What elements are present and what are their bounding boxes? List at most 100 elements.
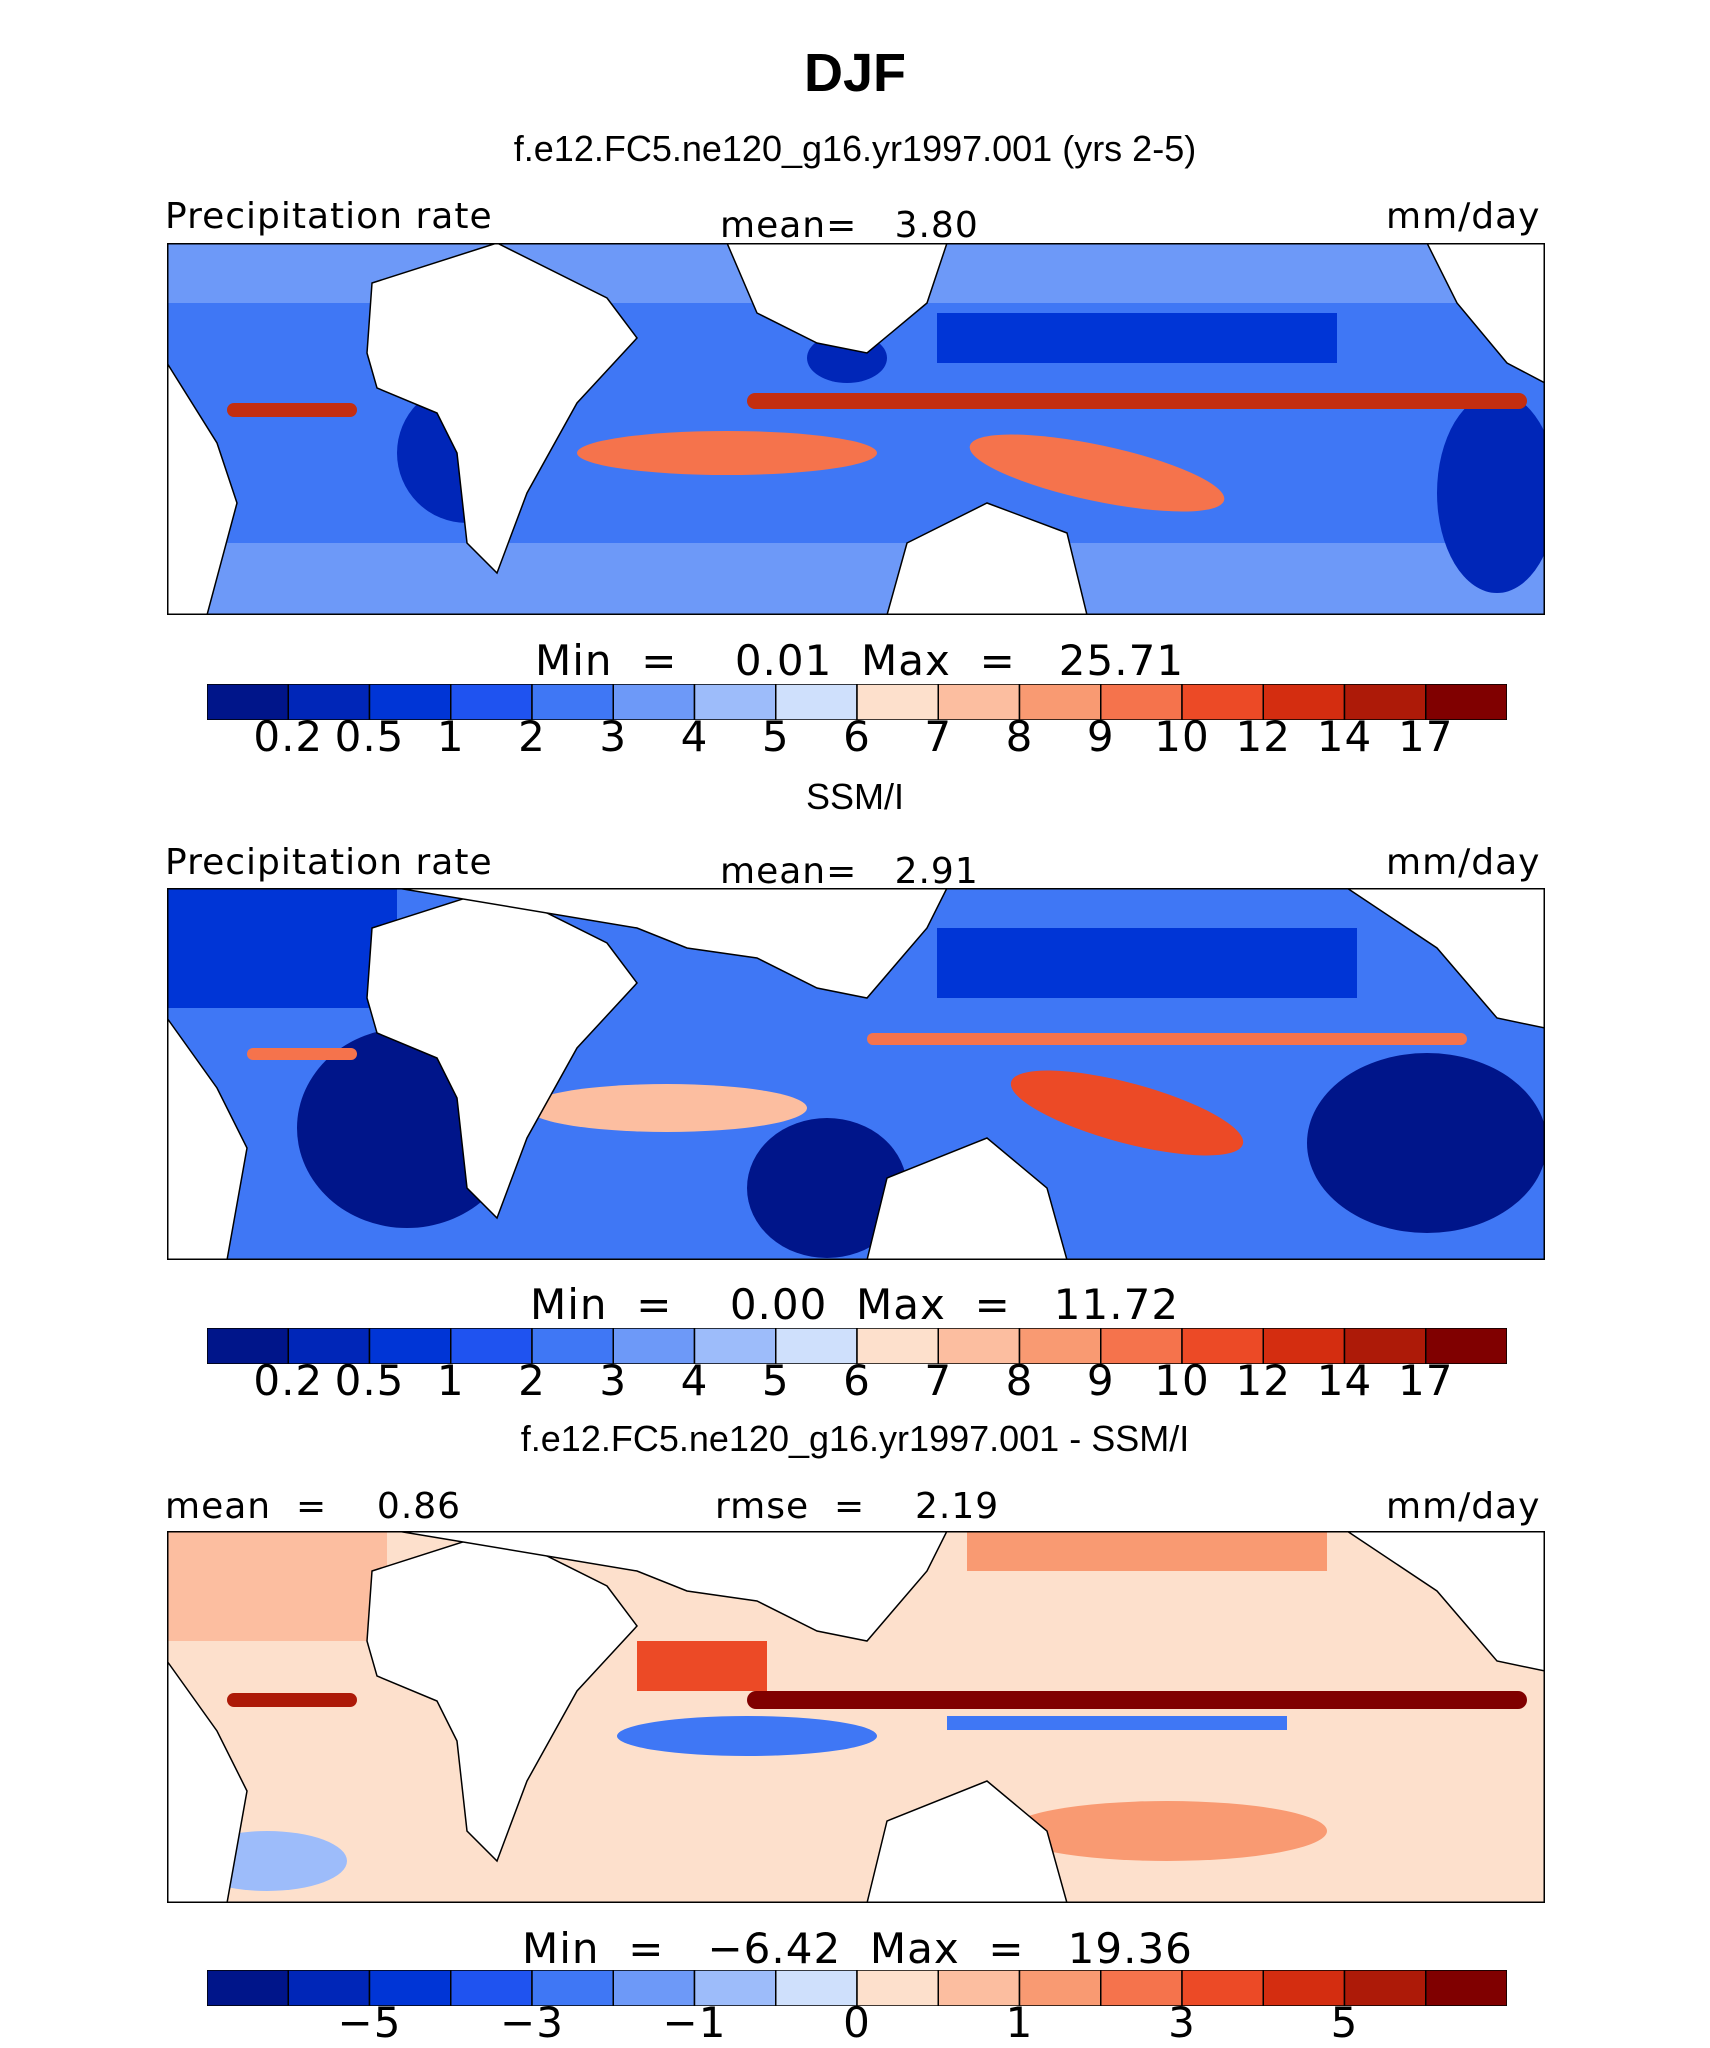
north-pacific-wet-bias [967, 1531, 1327, 1571]
south-america-landmass [167, 1659, 248, 1903]
colorbar-swatch [1181, 1328, 1264, 1364]
colorbar-swatch [1425, 684, 1507, 720]
atlantic-itcz-wet-bias [227, 1693, 357, 1707]
pacific-itcz-wet-bias [747, 1691, 1527, 1709]
panel-2-variable-label: Precipitation rate [165, 842, 493, 883]
colorbar-tick-label: 9 [1086, 1356, 1115, 1405]
map-frame [167, 1531, 1545, 1903]
colorbar-tick-label: 5 [761, 1356, 790, 1405]
panel-3-map [167, 1531, 1545, 1903]
africa-landmass [366, 243, 638, 575]
colorbar-swatch [1262, 1970, 1346, 2006]
north-america-landmass [1345, 1531, 1545, 1672]
indian-ocean-wet-bias [637, 1641, 767, 1691]
atlantic-itcz-band [227, 403, 357, 417]
colorbar-tick-label: 1 [436, 1356, 465, 1405]
pacific-itcz-band [747, 393, 1527, 409]
pacific-itcz-band [867, 1033, 1467, 1045]
panel-1-minmax: Min = 0.01 Max = 25.71 [535, 636, 1185, 685]
colorbar-tick-label: 0.5 [334, 1356, 405, 1405]
colorbar-swatch [1100, 684, 1183, 720]
colorbar-tick-label: 5 [1330, 1998, 1359, 2047]
panel-1-mean-label: mean= 3.80 [720, 205, 979, 246]
north-pacific-dry-zone [937, 313, 1337, 363]
indian-ocean-dry-bias [617, 1716, 877, 1756]
panel-1-units-label: mm/day [1386, 196, 1541, 237]
australia-landmass [866, 1780, 1068, 1903]
colorbar-swatch [1262, 684, 1346, 720]
colorbar-tick-label: 7 [924, 1356, 953, 1405]
panel-1-subtitle: f.e12.FC5.ne120_g16.yr1997.001 (yrs 2-5) [513, 128, 1197, 169]
colorbar-swatch [531, 684, 614, 720]
colorbar-swatch [531, 1970, 614, 2006]
colorbar-tick-label: 14 [1316, 1356, 1373, 1405]
colorbar-tick-label: 9 [1086, 712, 1115, 761]
colorbar-tick-label: 2 [518, 712, 546, 761]
colorbar-swatch [612, 1328, 696, 1364]
equatorial-pacific-dry-bias [947, 1716, 1287, 1730]
indian-ocean-rain-band [527, 1084, 807, 1132]
colorbar-tick-label: −3 [500, 1998, 564, 2047]
north-america-landmass [1345, 888, 1545, 1029]
colorbar-tick-label: −5 [337, 1998, 402, 2047]
asia-landmass [726, 243, 948, 354]
colorbar-swatch [531, 1328, 614, 1364]
south-pacific-wet-bias [1007, 1801, 1327, 1861]
spcz-band [1010, 1070, 1244, 1156]
colorbar-tick-label: 6 [843, 712, 871, 761]
colorbar-swatch [1425, 1328, 1507, 1364]
colorbar-tick-label: 0.2 [253, 1356, 324, 1405]
north-atlantic-wet-bias [167, 1531, 387, 1641]
colorbar-tick-label: 8 [1005, 1356, 1034, 1405]
colorbar-swatch [1425, 1970, 1507, 2006]
spcz-band [969, 434, 1225, 512]
colorbar-tick-label: 14 [1316, 712, 1373, 761]
colorbar-swatch [937, 1970, 1021, 2006]
australia-landmass [886, 502, 1088, 615]
colorbar-swatch [856, 1970, 939, 2006]
colorbar-swatch [775, 684, 858, 720]
colorbar-swatch [287, 684, 371, 720]
colorbar-tick-label: 4 [680, 1356, 709, 1405]
colorbar-swatch [1262, 1328, 1346, 1364]
colorbar-tick-label: 12 [1235, 1356, 1291, 1405]
colorbar-tick-label: 2 [518, 1356, 546, 1405]
colorbar-swatch [287, 1328, 371, 1364]
north-atlantic-dry-zone [167, 888, 397, 1008]
panel-2-subtitle: SSM/I [805, 776, 904, 817]
colorbar-tick-label: 6 [843, 1356, 871, 1405]
colorbar-swatch [1100, 1970, 1183, 2006]
colorbar-tick-label: −1 [662, 1998, 727, 2047]
panel-3-mean-label: mean = 0.86 [165, 1486, 462, 1527]
map-frame [167, 243, 1545, 615]
panel-2-units-label: mm/day [1386, 842, 1541, 883]
panel-1-map [167, 243, 1545, 615]
colorbar-tick-label: 17 [1398, 1356, 1454, 1405]
atlantic-itcz-band [247, 1048, 357, 1060]
colorbar-tick-label: 1 [436, 712, 465, 761]
colorbar-swatch [693, 684, 777, 720]
colorbar-tick-label: 0.2 [253, 712, 324, 761]
southeast-pacific-dry-zone [1307, 1053, 1545, 1233]
colorbar-tick-label: 0 [843, 1998, 871, 2047]
colorbar-swatch [1343, 684, 1427, 720]
colorbar-tick-label: 10 [1154, 712, 1210, 761]
precip-colorbar-2 [207, 1328, 1507, 1364]
colorbar-tick-label: 5 [761, 712, 790, 761]
southern-band [167, 543, 1545, 615]
colorbar-swatch [450, 684, 533, 720]
africa-landmass [366, 1531, 638, 1863]
colorbar-swatch [1181, 1970, 1264, 2006]
panel-2-map [167, 888, 1545, 1260]
figure-title: DJF [803, 43, 906, 103]
precip-colorbar-1-ticks: 0.2 0.5 1 2 3 4 5 6 7 8 9 10 12 14 17 [0, 712, 1710, 772]
africa-landmass [366, 888, 638, 1220]
asia-landmass [396, 1531, 948, 1642]
map-frame [167, 888, 1545, 1260]
asia-landmass [396, 888, 948, 999]
colorbar-swatch [287, 1970, 371, 2006]
colorbar-swatch [1343, 1328, 1427, 1364]
australia-landmass [866, 1137, 1068, 1260]
precip-colorbar-1 [207, 684, 1507, 720]
precip-colorbar-2-ticks: 0.2 0.5 1 2 3 4 5 6 7 8 9 10 12 14 17 [0, 1356, 1710, 1416]
